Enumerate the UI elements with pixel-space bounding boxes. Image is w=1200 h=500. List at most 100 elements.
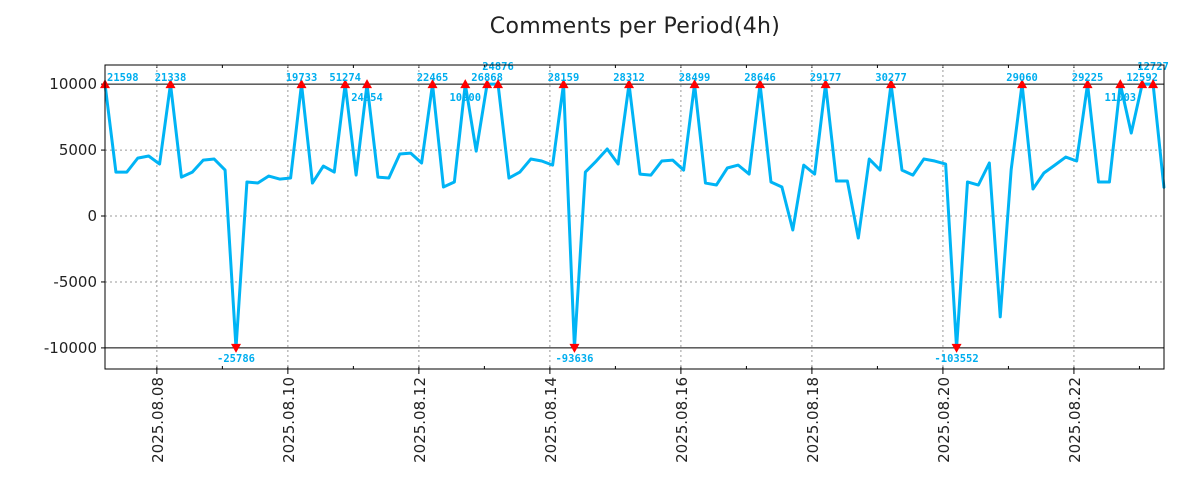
data-point xyxy=(1097,180,1100,183)
data-point xyxy=(256,182,259,185)
data-point xyxy=(857,237,860,240)
x-tick-label: 2025.08.08 xyxy=(149,377,167,463)
clipped-value-label: 24954 xyxy=(351,92,383,104)
data-point xyxy=(355,174,358,177)
clipped-value-label: 26868 xyxy=(471,72,503,84)
data-point xyxy=(147,155,150,158)
clipped-high-marker xyxy=(296,79,307,89)
clipped-value-label: 22465 xyxy=(417,72,449,84)
data-point xyxy=(398,153,401,156)
data-point xyxy=(136,157,139,160)
clipped-high-marker xyxy=(624,79,635,89)
clipped-value-label: 29225 xyxy=(1072,72,1104,84)
data-point xyxy=(333,171,336,174)
clipped-value-label: 21598 xyxy=(107,72,139,84)
data-point xyxy=(1064,156,1067,159)
data-point xyxy=(704,182,707,185)
data-point xyxy=(1108,180,1111,183)
data-point xyxy=(224,169,227,172)
clipped-value-label: 28312 xyxy=(613,72,645,84)
clipped-value-label: 12592 xyxy=(1126,72,1158,84)
clipped-high-marker xyxy=(460,79,471,89)
data-point xyxy=(911,174,914,177)
clipped-high-marker xyxy=(558,79,569,89)
y-tick-label: 0 xyxy=(87,207,97,225)
clipped-value-label: 12727 xyxy=(1137,61,1169,73)
data-point xyxy=(649,174,652,177)
clipped-high-marker xyxy=(689,79,700,89)
data-point xyxy=(584,171,587,174)
x-tick-label: 2025.08.12 xyxy=(411,377,429,463)
data-point xyxy=(1042,172,1045,175)
clipped-value-label: 28499 xyxy=(679,72,711,84)
data-point xyxy=(267,175,270,178)
clipped-value-label: 51274 xyxy=(329,72,361,84)
data-point xyxy=(726,167,729,170)
clipped-high-marker xyxy=(886,79,897,89)
x-tick-label: 2025.08.22 xyxy=(1066,377,1084,463)
y-tick-label: 5000 xyxy=(59,141,97,159)
plot-frame xyxy=(104,64,1165,370)
clipped-value-label: 28646 xyxy=(744,72,776,84)
data-point xyxy=(1130,132,1133,135)
clipped-value-label: 29177 xyxy=(810,72,842,84)
data-point xyxy=(748,173,751,176)
data-point xyxy=(278,178,281,181)
clipped-value-label: 21338 xyxy=(155,72,187,84)
clipped-high-marker xyxy=(340,79,351,89)
data-point xyxy=(289,177,292,180)
clipped-value-label: 24876 xyxy=(482,61,514,73)
x-tick-label: 2025.08.14 xyxy=(542,377,560,463)
data-point xyxy=(518,171,521,174)
data-point xyxy=(1075,160,1078,163)
data-point xyxy=(114,171,117,174)
clipped-value-label: 30277 xyxy=(875,72,907,84)
data-point xyxy=(835,180,838,183)
data-point xyxy=(682,169,685,172)
clipped-high-marker xyxy=(1137,79,1148,89)
data-point xyxy=(769,180,772,183)
y-tick-label: -10000 xyxy=(44,339,97,357)
data-point xyxy=(125,171,128,174)
data-point xyxy=(409,152,412,155)
clipped-high-marker xyxy=(1148,79,1159,89)
data-point xyxy=(376,176,379,179)
clipped-value-label: -103552 xyxy=(934,353,978,365)
clipped-high-marker xyxy=(493,79,504,89)
clipped-high-marker xyxy=(362,79,373,89)
data-point xyxy=(780,185,783,188)
clipped-high-marker xyxy=(165,79,176,89)
data-point xyxy=(158,163,161,166)
clipped-low-marker xyxy=(951,343,962,353)
data-point xyxy=(715,184,718,187)
chart-title: Comments per Period(4h) xyxy=(489,14,781,39)
data-point xyxy=(802,164,805,167)
data-point xyxy=(737,164,740,167)
x-tick-label: 2025.08.18 xyxy=(804,377,822,463)
clipped-value-label: 11003 xyxy=(1105,92,1137,104)
clipped-high-marker xyxy=(482,79,493,89)
clipped-high-marker xyxy=(820,79,831,89)
data-point xyxy=(420,161,423,164)
data-point xyxy=(846,180,849,183)
data-point xyxy=(900,169,903,172)
data-point xyxy=(453,180,456,183)
clipped-high-marker xyxy=(755,79,766,89)
data-point xyxy=(660,160,663,163)
data-point xyxy=(922,158,925,161)
data-point xyxy=(180,176,183,179)
clipped-low-marker xyxy=(231,343,242,353)
x-tick-label: 2025.08.10 xyxy=(280,377,298,463)
clipped-high-marker xyxy=(427,79,438,89)
data-point xyxy=(791,228,794,231)
data-point xyxy=(475,150,478,153)
data-point xyxy=(540,160,543,163)
data-point xyxy=(988,161,991,164)
data-point xyxy=(977,184,980,187)
x-tick-label: 2025.08.20 xyxy=(935,377,953,463)
clipped-value-label: -93636 xyxy=(555,353,593,365)
clipped-value-label: 29060 xyxy=(1006,72,1038,84)
y-tick-label: -5000 xyxy=(53,273,97,291)
data-point xyxy=(617,163,620,166)
